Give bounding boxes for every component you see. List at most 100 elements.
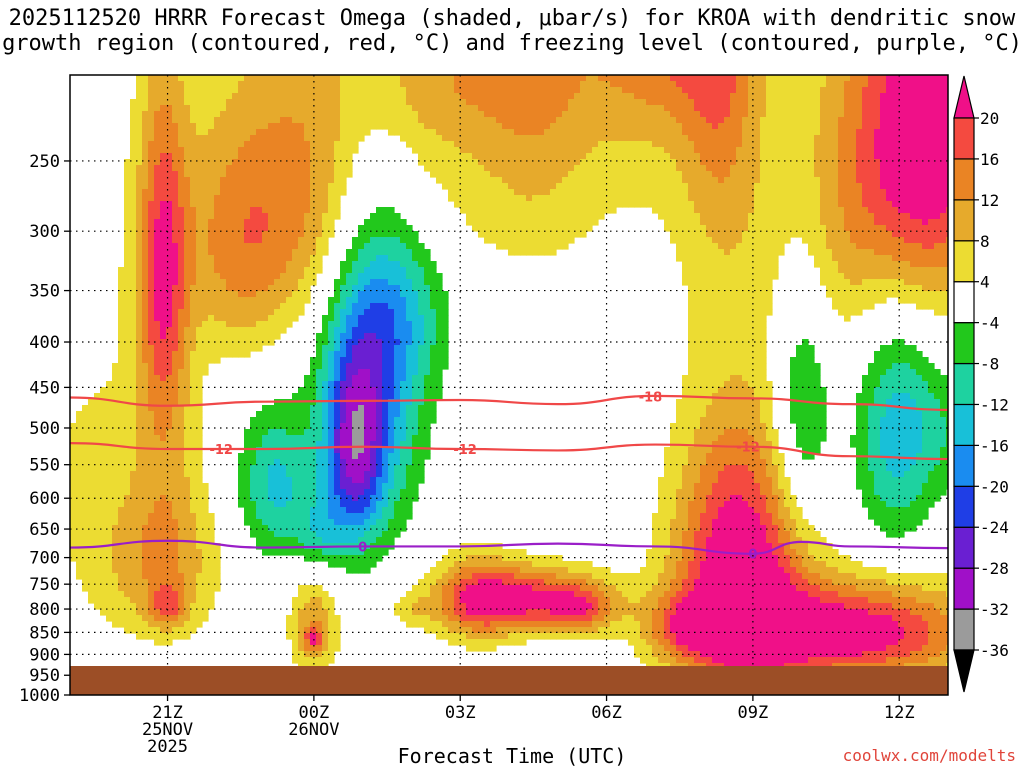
omega-cell (262, 267, 269, 274)
omega-cell (412, 351, 419, 358)
omega-cell (172, 459, 179, 466)
omega-cell (298, 495, 305, 502)
omega-cell (130, 549, 137, 556)
omega-cell (340, 387, 347, 394)
omega-cell (202, 243, 209, 250)
omega-cell (142, 291, 149, 298)
omega-cell (334, 507, 341, 514)
omega-cell (304, 273, 311, 280)
omega-cell (214, 231, 221, 238)
omega-cell (388, 249, 395, 256)
omega-cell (196, 507, 203, 514)
omega-cell (346, 429, 353, 436)
omega-cell (538, 225, 545, 232)
omega-cell (298, 645, 305, 652)
omega-cell (478, 105, 485, 112)
omega-cell (154, 501, 161, 508)
omega-cell (334, 81, 341, 88)
omega-cell (88, 423, 95, 430)
omega-cell (496, 165, 503, 172)
omega-cell (142, 243, 149, 250)
omega-cell (274, 483, 281, 490)
omega-cell (244, 471, 251, 478)
omega-cell (172, 273, 179, 280)
omega-cell (532, 615, 539, 622)
omega-cell (280, 213, 287, 220)
omega-cell (328, 135, 335, 142)
omega-cell (298, 87, 305, 94)
omega-cell (442, 135, 449, 142)
omega-cell (346, 483, 353, 490)
omega-cell (436, 315, 443, 322)
omega-cell (448, 609, 455, 616)
omega-cell (514, 591, 521, 598)
omega-cell (424, 291, 431, 298)
omega-cell (496, 81, 503, 88)
omega-cell (124, 213, 131, 220)
omega-cell (394, 339, 401, 346)
omega-cell (310, 411, 317, 418)
omega-cell (190, 75, 197, 82)
omega-cell (400, 285, 407, 292)
omega-cell (340, 345, 347, 352)
omega-cell (142, 519, 149, 526)
omega-cell (190, 465, 197, 472)
omega-cell (202, 129, 209, 136)
omega-cell (160, 141, 167, 148)
omega-cell (532, 93, 539, 100)
omega-cell (436, 627, 443, 634)
omega-cell (136, 621, 143, 628)
omega-cell (214, 327, 221, 334)
omega-cell (154, 267, 161, 274)
omega-cell (358, 465, 365, 472)
omega-cell (238, 351, 245, 358)
omega-cell (172, 93, 179, 100)
omega-cell (400, 399, 407, 406)
omega-cell (148, 399, 155, 406)
omega-cell (376, 237, 383, 244)
omega-cell (232, 207, 239, 214)
omega-cell (238, 147, 245, 154)
omega-cell (286, 459, 293, 466)
omega-cell (328, 375, 335, 382)
omega-cell (136, 411, 143, 418)
omega-cell (160, 573, 167, 580)
omega-cell (124, 273, 131, 280)
omega-cell (232, 351, 239, 358)
omega-cell (250, 75, 257, 82)
omega-cell (430, 135, 437, 142)
omega-cell (394, 387, 401, 394)
omega-cell (328, 345, 335, 352)
omega-cell (466, 561, 473, 568)
omega-cell (454, 621, 461, 628)
omega-cell (262, 87, 269, 94)
omega-cell (262, 195, 269, 202)
omega-cell (280, 147, 287, 154)
omega-cell (346, 399, 353, 406)
omega-cell (124, 159, 131, 166)
omega-cell (148, 531, 155, 538)
omega-cell (340, 285, 347, 292)
omega-cell (178, 195, 185, 202)
omega-cell (178, 501, 185, 508)
omega-cell (160, 375, 167, 382)
omega-cell (322, 507, 329, 514)
omega-cell (322, 147, 329, 154)
omega-cell (244, 75, 251, 82)
omega-cell (388, 297, 395, 304)
omega-cell (280, 189, 287, 196)
omega-cell (250, 339, 257, 346)
omega-cell (508, 639, 515, 646)
omega-cell (262, 495, 269, 502)
omega-cell (358, 309, 365, 316)
omega-cell (256, 453, 263, 460)
omega-cell (214, 105, 221, 112)
omega-cell (328, 117, 335, 124)
omega-cell (286, 105, 293, 112)
omega-cell (400, 123, 407, 130)
omega-cell (436, 129, 443, 136)
omega-cell (520, 567, 527, 574)
omega-cell (178, 495, 185, 502)
omega-shading (70, 75, 948, 670)
omega-cell (154, 369, 161, 376)
